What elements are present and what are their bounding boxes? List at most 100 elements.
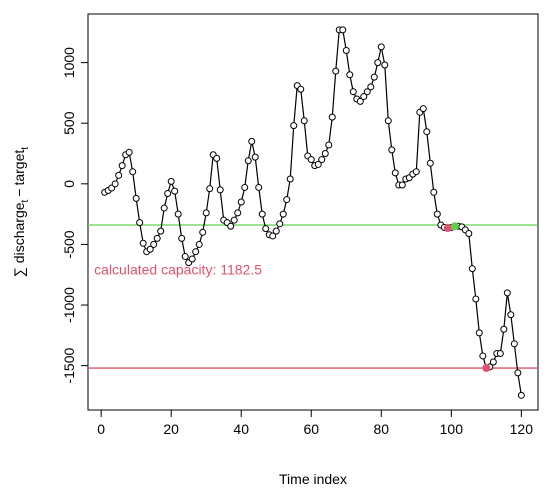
data-point (384, 117, 392, 125)
x-tick-label: 40 (233, 421, 249, 437)
data-point (150, 240, 158, 248)
y-label-op: − (11, 189, 27, 197)
data-point (286, 175, 294, 183)
data-point (283, 196, 291, 204)
data-point (514, 369, 522, 377)
data-point (374, 59, 382, 67)
data-point (381, 61, 389, 69)
data-point (332, 67, 340, 75)
data-line (104, 29, 522, 396)
y-label-b-sub: t (20, 147, 31, 150)
data-point (465, 230, 473, 238)
data-point (325, 141, 333, 149)
y-tick-label: -1000 (61, 287, 77, 323)
data-point (412, 168, 420, 176)
data-point (227, 222, 235, 230)
data-point (216, 186, 224, 194)
highlight-point (443, 224, 452, 233)
data-point (213, 154, 221, 162)
x-tick-label: 100 (440, 421, 464, 437)
data-point (496, 350, 504, 358)
data-point (171, 187, 179, 195)
data-point (136, 219, 144, 227)
data-point (328, 113, 336, 121)
y-tick-label: 500 (61, 111, 77, 135)
data-point (255, 183, 263, 191)
data-point (192, 248, 200, 256)
data-point (146, 245, 154, 253)
data-point (433, 210, 441, 218)
data-point (314, 160, 322, 168)
data-point (388, 146, 396, 154)
data-point (125, 148, 133, 156)
y-label-a-sub: t (20, 199, 31, 202)
data-point (132, 194, 140, 202)
data-point (307, 156, 315, 164)
data-point (276, 220, 284, 228)
x-tick-label: 20 (163, 421, 179, 437)
data-point (272, 227, 280, 235)
data-point (426, 159, 434, 167)
x-tick-label: 120 (510, 421, 534, 437)
x-tick-label: 0 (97, 421, 105, 437)
data-point (111, 180, 119, 188)
data-point (321, 150, 329, 158)
data-point (269, 232, 277, 240)
data-point (164, 190, 172, 198)
x-axis-label: Time index (279, 471, 347, 487)
data-point (342, 46, 350, 54)
data-point (430, 188, 438, 196)
data-point (157, 227, 165, 235)
data-point (370, 73, 378, 81)
data-point (489, 358, 497, 366)
y-tick-label: 0 (61, 180, 77, 188)
data-point (398, 181, 406, 189)
data-point (258, 210, 266, 218)
data-point (178, 234, 186, 242)
x-tick-label: 80 (373, 421, 389, 437)
data-point (167, 177, 175, 185)
data-point (174, 210, 182, 218)
y-label-b: target (11, 150, 27, 186)
y-label-sum: ∑ (11, 267, 27, 277)
data-point (318, 156, 326, 164)
data-point (241, 183, 249, 191)
data-point (503, 289, 511, 297)
y-tick-label: 1000 (61, 47, 77, 78)
data-point (349, 88, 357, 96)
data-point (244, 157, 252, 165)
data-point (234, 209, 242, 217)
data-point (297, 85, 305, 93)
data-point (517, 391, 525, 399)
data-point (202, 209, 210, 217)
data-point (356, 97, 364, 105)
y-tick-label: -1500 (61, 348, 77, 384)
data-point (507, 311, 515, 319)
data-point (181, 253, 189, 261)
data-point (188, 255, 196, 263)
data-point (115, 171, 123, 179)
data-point (475, 329, 483, 337)
data-point (391, 169, 399, 177)
data-point (339, 26, 347, 34)
data-point (139, 239, 147, 247)
data-point (129, 168, 137, 176)
data-point (195, 240, 203, 248)
data-point (206, 185, 214, 193)
data-point (248, 137, 256, 145)
data-point (479, 352, 487, 360)
data-point (160, 204, 168, 212)
data-point (472, 295, 480, 303)
data-point (423, 128, 431, 136)
y-axis-label: ∑ discharget−targett (11, 147, 31, 277)
data-point (360, 93, 368, 101)
data-point (510, 340, 518, 348)
data-point (419, 105, 427, 113)
highlight-point (482, 364, 491, 373)
x-tick-label: 60 (303, 421, 319, 437)
data-point (262, 225, 270, 233)
data-point (199, 228, 207, 236)
data-point (237, 198, 245, 206)
data-point (153, 234, 161, 242)
